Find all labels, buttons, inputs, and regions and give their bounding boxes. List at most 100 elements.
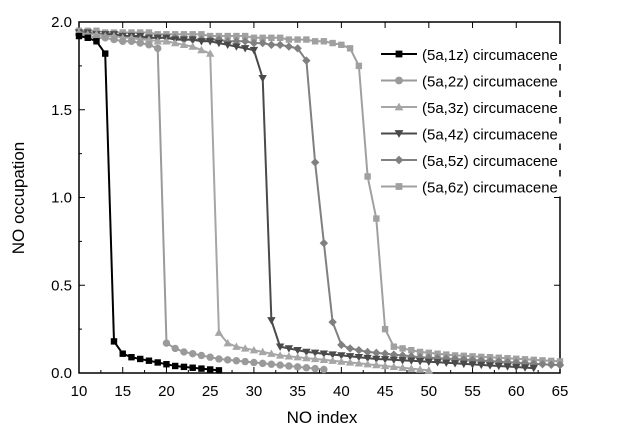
data-point [346,45,354,52]
data-point [205,49,215,57]
data-point [188,36,197,44]
data-point [240,37,250,46]
data-point [233,32,240,40]
data-point [520,364,530,372]
x-tick-label: 50 [420,383,437,400]
data-point [250,358,258,367]
data-point [354,354,364,362]
data-point [223,41,232,50]
series-line [78,31,429,372]
data-point [302,364,311,372]
legend-bg [377,123,617,144]
data-point [240,45,250,53]
data-point [258,347,267,356]
series-3 [74,28,434,374]
data-point [241,32,249,40]
data-point [363,354,372,363]
legend-marker [394,130,404,138]
data-point [205,38,215,46]
legend-item: (5a,4z) circumacene [377,123,617,144]
data-point [206,353,214,361]
data-point [258,74,267,83]
data-point [555,360,565,370]
data-point [144,35,154,43]
series-line [78,33,325,371]
data-point [137,355,144,363]
data-point [364,173,371,180]
data-point [249,46,259,55]
data-point [84,34,91,41]
data-point [189,364,196,371]
data-point [477,361,486,370]
data-point [319,238,329,248]
data-point [249,38,259,48]
data-point [197,45,206,54]
data-point [310,158,320,167]
data-point [372,355,381,364]
legend-item: (5a,5z) circumacene [377,150,617,170]
data-point [320,38,328,45]
data-point [302,348,311,357]
data-point [407,364,416,372]
data-point [547,360,556,369]
legend-marker [395,183,403,190]
legend-label: (5a,5z) circumacene [422,153,558,170]
data-point [110,35,118,44]
data-point [171,344,179,353]
data-point [450,360,460,368]
x-tick-label: 40 [333,383,350,400]
data-point [424,366,434,374]
y-tick-label: 1.0 [51,190,72,207]
x-tick-label: 25 [202,383,219,400]
data-point [179,36,189,44]
data-point [372,360,381,369]
data-point [415,365,425,373]
data-point [408,346,415,354]
data-point [214,328,224,336]
legend-item: (5a,1z) circumacene [377,44,617,64]
data-point [503,363,512,371]
data-point [197,351,206,360]
data-point [275,40,285,50]
legend-marker [395,50,403,58]
data-point [302,56,311,65]
data-point [302,353,311,362]
data-point [198,31,205,38]
data-point [380,356,390,364]
data-point [345,344,355,353]
x-tick-label: 55 [464,383,481,400]
data-point [137,29,144,36]
data-point [189,31,196,38]
data-point [232,342,241,350]
data-point [275,351,285,359]
data-point [381,325,389,333]
legend-bg [377,176,617,197]
legend-bg [377,150,617,170]
data-point [145,357,153,364]
data-point [249,345,259,354]
data-point [398,357,407,365]
data-point [303,36,310,43]
data-point [293,363,302,371]
series-2 [75,30,328,374]
data-point [136,39,144,47]
data-point [276,361,284,369]
data-point [267,40,276,50]
data-point [293,353,302,361]
y-axis-label: NO occupation [9,142,28,254]
data-point [512,363,521,372]
data-point [93,38,100,45]
legend-label: (5a,6z) circumacene [422,180,558,197]
data-point [328,356,337,364]
data-point [345,353,355,361]
data-point [468,361,477,369]
data-point [294,36,301,43]
data-point [179,40,189,49]
data-point [214,39,224,48]
data-point [363,360,372,368]
data-point [285,362,293,370]
x-tick-label: 65 [552,383,569,400]
data-point [232,357,241,365]
